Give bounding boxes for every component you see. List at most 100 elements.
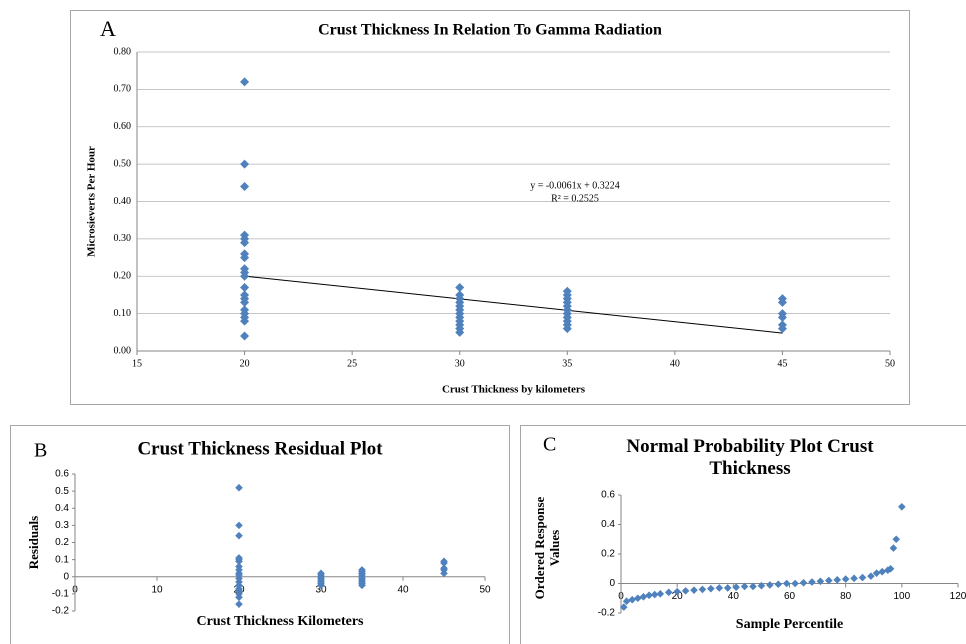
y-tick-label: 0.20 bbox=[114, 271, 132, 282]
point bbox=[673, 587, 681, 596]
point bbox=[235, 557, 243, 566]
panel-frame bbox=[10, 425, 510, 644]
y-axis-title: Residuals bbox=[26, 516, 41, 569]
point bbox=[455, 327, 465, 337]
point bbox=[235, 600, 243, 608]
point bbox=[240, 271, 250, 281]
point bbox=[825, 576, 833, 585]
point bbox=[886, 564, 895, 573]
x-tick-label: 35 bbox=[562, 358, 572, 369]
point bbox=[799, 578, 808, 587]
point bbox=[898, 503, 906, 511]
point bbox=[707, 584, 715, 593]
trendline bbox=[244, 275, 783, 334]
point bbox=[664, 588, 673, 597]
point bbox=[240, 331, 250, 341]
point bbox=[732, 583, 740, 591]
x-tick-label: 45 bbox=[777, 358, 787, 369]
point bbox=[715, 584, 724, 592]
y-tick-label: 0.2 bbox=[601, 549, 615, 560]
point bbox=[650, 590, 659, 599]
point bbox=[240, 253, 250, 263]
point bbox=[723, 584, 732, 592]
y-tick-label: 0.1 bbox=[55, 554, 69, 565]
y-tick-label: 0.00 bbox=[114, 345, 132, 356]
x-tick-label: 80 bbox=[840, 591, 852, 602]
x-tick-label: 100 bbox=[893, 591, 910, 602]
x-tick-label: 50 bbox=[479, 584, 491, 595]
point bbox=[240, 182, 250, 192]
point bbox=[681, 587, 690, 595]
point bbox=[774, 580, 783, 589]
point bbox=[455, 282, 465, 292]
y-tick-label: -0.2 bbox=[598, 608, 616, 619]
point bbox=[240, 77, 250, 87]
point bbox=[240, 297, 250, 307]
x-tick-label: 40 bbox=[397, 584, 409, 595]
point bbox=[440, 559, 448, 567]
y-tick-label: -0.1 bbox=[52, 589, 70, 600]
y-tick-label: 0 bbox=[609, 578, 615, 589]
x-tick-label: 25 bbox=[347, 358, 357, 369]
y-axis-title: Microsieverts Per Hour bbox=[86, 146, 98, 257]
point bbox=[690, 586, 698, 594]
point bbox=[850, 574, 858, 583]
point bbox=[841, 575, 850, 583]
y-tick-label: 0.4 bbox=[55, 503, 69, 514]
x-tick-label: 10 bbox=[151, 584, 163, 595]
point bbox=[440, 569, 448, 578]
point bbox=[645, 591, 653, 600]
panel-label: C bbox=[543, 434, 556, 456]
point bbox=[622, 597, 631, 605]
point bbox=[833, 576, 842, 584]
point bbox=[816, 577, 825, 586]
point bbox=[766, 581, 774, 589]
y-tick-label: 0.80 bbox=[114, 46, 132, 57]
point bbox=[698, 585, 707, 594]
point bbox=[235, 593, 243, 602]
x-tick-label: 60 bbox=[784, 591, 796, 602]
panel-frame bbox=[520, 425, 966, 644]
point bbox=[757, 581, 766, 590]
trend-equation: y = -0.0061x + 0.3224 bbox=[530, 180, 620, 191]
x-tick-label: 15 bbox=[132, 358, 142, 369]
point bbox=[740, 582, 749, 591]
x-tick-label: 40 bbox=[670, 358, 680, 369]
y-tick-label: -0.2 bbox=[52, 606, 70, 617]
y-tick-label: 0 bbox=[63, 571, 69, 582]
point bbox=[892, 535, 901, 544]
y-tick-label: 0.6 bbox=[55, 469, 69, 480]
panel-label: A bbox=[100, 16, 116, 41]
point bbox=[317, 581, 325, 590]
x-tick-label: 50 bbox=[885, 358, 895, 369]
point bbox=[240, 316, 250, 326]
point bbox=[777, 324, 787, 334]
point bbox=[358, 581, 366, 590]
panel-frame bbox=[70, 10, 910, 405]
point bbox=[240, 238, 250, 248]
point bbox=[620, 603, 628, 611]
y-tick-label: 0.6 bbox=[601, 490, 615, 501]
y-tick-label: 0.50 bbox=[114, 158, 132, 169]
point bbox=[777, 312, 787, 322]
point bbox=[562, 324, 572, 334]
point bbox=[235, 531, 243, 540]
point bbox=[749, 582, 757, 591]
x-axis-title: Sample Percentile bbox=[736, 617, 843, 632]
point bbox=[791, 579, 799, 588]
y-tick-label: 0.5 bbox=[55, 486, 69, 497]
point bbox=[235, 521, 243, 530]
point bbox=[889, 544, 898, 552]
x-tick-label: 30 bbox=[455, 358, 465, 369]
y-tick-label: 0.2 bbox=[55, 537, 69, 548]
x-tick-label: 30 bbox=[315, 584, 327, 595]
point bbox=[628, 595, 637, 604]
point bbox=[240, 159, 250, 169]
x-tick-label: 20 bbox=[672, 591, 684, 602]
x-tick-label: 40 bbox=[728, 591, 740, 602]
panel-label: B bbox=[34, 440, 47, 462]
point bbox=[782, 579, 791, 588]
point bbox=[867, 572, 875, 580]
